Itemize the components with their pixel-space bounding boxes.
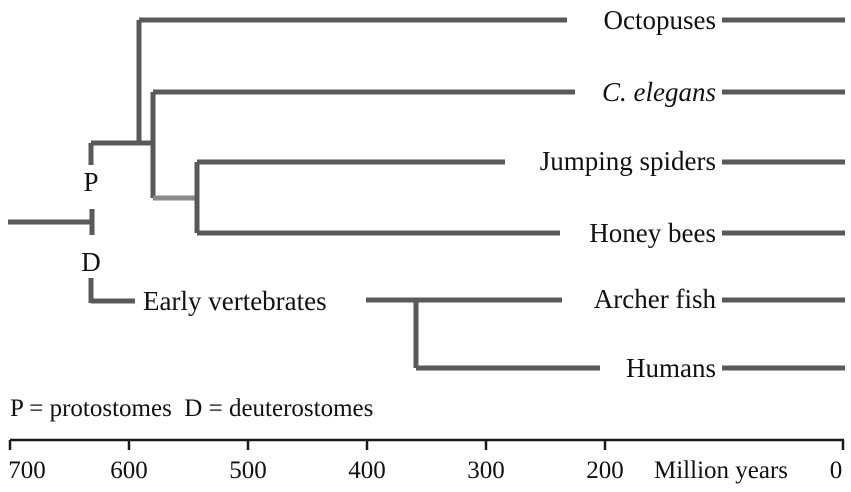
axis-tick-label: 700 [8,457,46,484]
axis-tick-label: 600 [110,457,148,484]
label-octopuses: Octopuses [604,5,716,35]
axis-tick-label: 400 [348,457,386,484]
label-jumping-spiders: Jumping spiders [540,146,716,176]
axis-tick-label: 200 [586,457,624,484]
protostome-marker: P [83,167,98,197]
axis-unit-label: Million years [654,457,788,484]
label-archer-fish: Archer fish [594,284,717,314]
label-early-vertebrates: Early vertebrates [143,286,327,316]
axis-tick-label: 300 [467,457,505,484]
label-humans: Humans [626,353,716,383]
label-honey-bees: Honey bees [589,218,716,248]
label-c-elegans: C. elegans [602,77,716,107]
axis-tick-label: 500 [229,457,267,484]
axis-tick-label: 0 [830,457,843,484]
deuterostome-marker: D [81,247,101,277]
abbreviation-key: P = protostomes D = deuterostomes [10,395,373,422]
